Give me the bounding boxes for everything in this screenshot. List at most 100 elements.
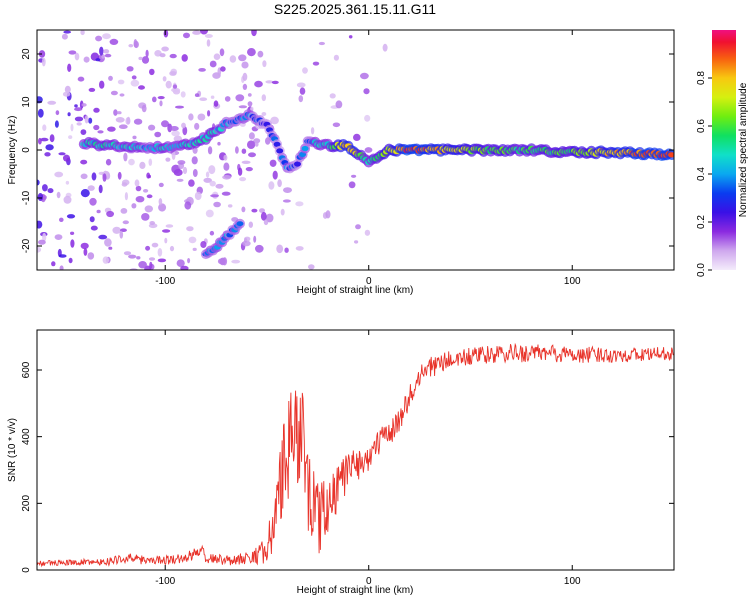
spectrogram-blob <box>284 247 289 253</box>
spectrogram-blob <box>88 87 96 92</box>
spectrogram-blob <box>70 239 75 248</box>
spectrogram-ridge-core <box>301 145 309 152</box>
spectrogram-blob <box>99 80 105 89</box>
spectrogram-ridge <box>78 109 674 260</box>
spectrogram-blob <box>70 231 75 235</box>
snr-y-label: SNR (10 * v/v) <box>7 418 18 482</box>
spectrogram-blob <box>355 224 361 230</box>
spectrogram-blob <box>37 220 43 229</box>
spectrogram-blob <box>206 39 211 47</box>
spectrogram-blob <box>148 124 156 131</box>
spectrogram-blob <box>74 107 83 112</box>
spectrogram-blob <box>161 120 169 128</box>
spectrogram-blob <box>171 87 181 93</box>
spectrogram-blob <box>192 247 197 251</box>
spectrogram-blob <box>147 174 151 179</box>
spectrogram-blob <box>58 254 67 258</box>
spectrogram-blob <box>87 252 95 260</box>
spectrogram-blob <box>176 178 184 182</box>
spectrogram-blob <box>310 127 315 135</box>
spectrogram-blob <box>194 93 200 97</box>
spectrogram-blob <box>244 236 251 242</box>
y-tick-label: 0 <box>21 147 32 153</box>
spectrogram-blob <box>198 68 206 72</box>
spectrogram-blob <box>271 80 279 85</box>
spectrogram-blob <box>194 191 202 201</box>
spectrogram-blob <box>157 258 167 263</box>
spectrogram-blob <box>180 265 189 270</box>
spectrogram-blob <box>144 205 153 213</box>
spectrogram-blob <box>84 115 89 124</box>
spectrogram-blob <box>176 259 185 268</box>
spectrogram-blob <box>61 33 68 40</box>
spectrogram-blob <box>363 88 370 95</box>
spectrogram-blob <box>63 154 70 162</box>
spectrogram-blob <box>136 256 141 260</box>
spectrogram-blob <box>135 185 142 192</box>
spectrogram-blob <box>89 216 95 223</box>
spectrogram-blob <box>171 130 180 137</box>
spectrogram-blob <box>221 191 231 196</box>
spectrogram-blob <box>364 229 371 236</box>
spectrogram-blob <box>354 240 359 244</box>
spectrogram-blob <box>251 208 258 213</box>
spectrogram-blob <box>159 100 163 107</box>
spectrogram-blob <box>223 154 228 161</box>
spectrogram-blob <box>120 208 128 214</box>
x-tick-label: 0 <box>366 276 372 287</box>
spectrogram-blob <box>67 63 72 72</box>
spectrogram-blob <box>247 48 256 57</box>
spectrogram-blob <box>241 61 249 69</box>
spectrogram-blob <box>209 60 217 68</box>
spectrogram-blob <box>360 72 369 80</box>
spectrogram-blob <box>151 242 159 248</box>
spectrogram-blob <box>263 219 269 226</box>
spectrogram-blob <box>93 124 100 131</box>
spectrogram-blob <box>335 100 343 109</box>
spectrogram-blob <box>117 79 125 85</box>
spectrogram-blob <box>261 112 267 116</box>
spectrogram-blob <box>241 148 247 154</box>
spectrogram-blob <box>37 193 44 201</box>
spectrogram-blob <box>74 104 78 108</box>
spectrogram-blob <box>192 30 202 35</box>
spectrogram-blob <box>231 259 241 264</box>
spectrogram-blob <box>199 97 208 101</box>
spectrogram-blob <box>113 109 118 116</box>
spectrogram-blob <box>131 203 137 209</box>
spectrogram-blob <box>200 241 207 248</box>
spectrogram-ridge-core <box>668 152 674 158</box>
spectrogram-x-ticks: -100 0 100 <box>155 30 581 287</box>
spectrogram-blob <box>164 237 168 244</box>
spectrogram-blob <box>146 194 153 199</box>
spectrogram-blob <box>58 152 66 156</box>
spectrogram-blob <box>59 217 64 222</box>
colorbar-ticks: 0.0 0.2 0.4 0.6 0.8 <box>696 71 712 277</box>
spectrogram-blob <box>128 158 135 166</box>
spectrogram-blob <box>37 179 40 186</box>
spectrogram-blob <box>123 152 128 162</box>
spectrogram-blob <box>93 107 100 113</box>
spectrogram-blob <box>102 173 107 182</box>
snr-x-ticks: -100 0 100 <box>155 330 581 587</box>
spectrogram-blob <box>64 85 71 94</box>
colorbar-tick-label: 0.0 <box>696 263 707 277</box>
spectrogram-blob <box>171 151 176 160</box>
spectrogram-blob <box>184 201 192 210</box>
spectrogram-blob <box>138 85 145 90</box>
spectrogram-blob <box>242 240 251 247</box>
spectrogram-blob <box>110 90 118 96</box>
spectrogram-blob <box>175 105 184 109</box>
spectrogram-blob <box>96 209 101 214</box>
spectrogram-blob <box>134 179 140 187</box>
spectrogram-blob <box>223 162 230 171</box>
spectrogram-blob <box>260 211 267 221</box>
spectrogram-blobs <box>37 30 388 270</box>
spectrogram-x-label: Height of straight line (km) <box>297 285 414 296</box>
colorbar-tick-label: 0.4 <box>696 167 707 181</box>
spectrogram-blob <box>148 257 156 261</box>
spectrogram-blob <box>104 53 112 58</box>
spectrogram-blob <box>181 122 186 129</box>
